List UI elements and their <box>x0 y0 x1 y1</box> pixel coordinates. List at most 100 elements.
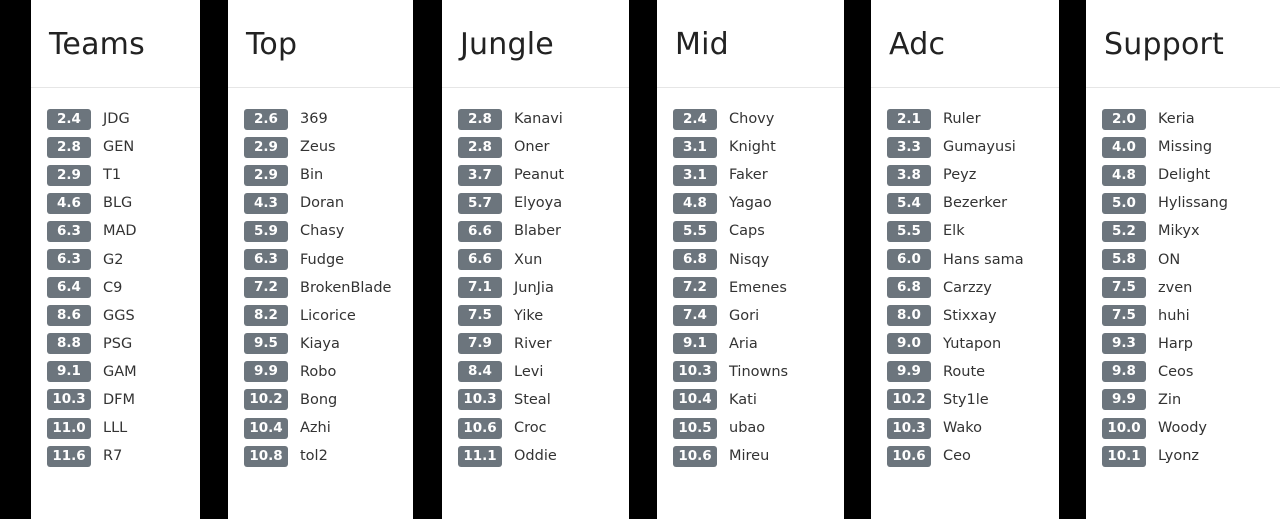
list-item: 10.6 Croc <box>458 414 564 442</box>
item-name: Azhi <box>300 420 331 437</box>
item-name: Harp <box>1158 335 1193 352</box>
list-item: 9.5 Kiaya <box>244 330 391 358</box>
list-item: 3.7 Peanut <box>458 161 564 189</box>
item-name: JDG <box>103 111 130 128</box>
item-name: Doran <box>300 195 345 212</box>
item-name: Mikyx <box>1158 223 1200 240</box>
list-item: 5.8 ON <box>1102 245 1228 273</box>
list-item: 2.0 Keria <box>1102 105 1228 133</box>
item-name: Tinowns <box>729 363 789 380</box>
score-badge: 2.8 <box>458 136 502 158</box>
score-badge: 4.0 <box>1102 136 1146 158</box>
score-badge: 5.4 <box>887 192 931 214</box>
list-item: 6.4 C9 <box>47 274 137 302</box>
score-badge: 9.1 <box>673 333 717 355</box>
score-badge: 5.0 <box>1102 192 1146 214</box>
item-name: Yutapon <box>943 335 1002 352</box>
item-name: Wako <box>943 420 983 437</box>
item-name: BrokenBlade <box>300 279 392 296</box>
item-name: Oddie <box>514 448 557 465</box>
item-name: Elk <box>943 223 965 240</box>
score-badge: 2.9 <box>47 164 91 186</box>
score-badge: 7.2 <box>244 277 288 299</box>
list-item: 6.3 G2 <box>47 245 137 273</box>
score-badge: 10.5 <box>673 417 717 439</box>
item-name: Kiaya <box>300 335 340 352</box>
item-name: zven <box>1158 279 1193 296</box>
score-badge: 11.0 <box>47 417 91 439</box>
item-name: JunJia <box>514 279 554 296</box>
item-name: tol2 <box>300 448 328 465</box>
score-badge: 9.0 <box>887 333 931 355</box>
score-badge: 10.2 <box>244 389 288 411</box>
list-item: 10.6 Mireu <box>673 442 788 470</box>
score-badge: 6.8 <box>887 277 931 299</box>
list-item: 5.2 Mikyx <box>1102 217 1228 245</box>
list-item: 6.3 MAD <box>47 217 137 245</box>
item-name: Ruler <box>943 111 981 128</box>
score-badge: 10.3 <box>673 361 717 383</box>
list-item: 2.1 Ruler <box>887 105 1024 133</box>
list-item: 7.5 Yike <box>458 302 564 330</box>
list-item: 10.6 Ceo <box>887 442 1024 470</box>
list-item: 7.5 zven <box>1102 274 1228 302</box>
item-name: Oner <box>514 139 550 156</box>
score-badge: 7.2 <box>673 277 717 299</box>
column-adc: Adc 2.1 Ruler 3.3 Gumayusi 3.8 Peyz 5.4 Bezerke… <box>871 0 1059 519</box>
score-badge: 10.3 <box>458 389 502 411</box>
list-item: 2.9 T1 <box>47 161 137 189</box>
score-badge: 10.4 <box>244 417 288 439</box>
list-item: 4.3 Doran <box>244 189 391 217</box>
item-name: 369 <box>300 111 328 128</box>
score-badge: 10.6 <box>887 445 931 467</box>
list-item: 3.8 Peyz <box>887 161 1024 189</box>
score-badge: 10.0 <box>1102 417 1146 439</box>
score-badge: 2.6 <box>244 108 288 130</box>
divider <box>31 87 200 88</box>
score-badge: 9.8 <box>1102 361 1146 383</box>
ranking-list: 2.0 Keria 4.0 Missing 4.8 Delight 5.0 Hylissang… <box>1102 105 1228 470</box>
item-name: Keria <box>1158 111 1195 128</box>
item-name: huhi <box>1158 307 1190 324</box>
score-badge: 8.2 <box>244 305 288 327</box>
item-name: Faker <box>729 167 768 184</box>
item-name: Zeus <box>300 139 336 156</box>
divider <box>871 87 1059 88</box>
list-item: 10.3 Wako <box>887 414 1024 442</box>
item-name: Nisqy <box>729 251 770 268</box>
item-name: Elyoya <box>514 195 563 212</box>
column-title: Mid <box>675 27 729 62</box>
score-badge: 4.3 <box>244 192 288 214</box>
list-item: 10.2 Bong <box>244 386 391 414</box>
column-top: Top 2.6 369 2.9 Zeus 2.9 Bin 4.3 Doran 5.9 Chasy 6… <box>228 0 413 519</box>
divider <box>657 87 844 88</box>
score-badge: 7.4 <box>673 305 717 327</box>
list-item: 4.8 Yagao <box>673 189 788 217</box>
list-item: 2.8 Oner <box>458 133 564 161</box>
list-item: 5.5 Caps <box>673 217 788 245</box>
item-name: GAM <box>103 363 137 380</box>
list-item: 8.0 Stixxay <box>887 302 1024 330</box>
score-badge: 9.9 <box>1102 389 1146 411</box>
score-badge: 5.5 <box>673 220 717 242</box>
list-item: 10.5 ubao <box>673 414 788 442</box>
item-name: GEN <box>103 139 135 156</box>
item-name: Croc <box>514 420 547 437</box>
list-item: 10.3 Steal <box>458 386 564 414</box>
column-title: Top <box>246 27 298 62</box>
ranking-list: 2.4 Chovy 3.1 Knight 3.1 Faker 4.8 Yagao 5.5 Caps… <box>673 105 788 470</box>
score-badge: 3.8 <box>887 164 931 186</box>
list-item: 7.9 River <box>458 330 564 358</box>
item-name: MAD <box>103 223 137 240</box>
list-item: 10.4 Azhi <box>244 414 391 442</box>
list-item: 5.7 Elyoya <box>458 189 564 217</box>
item-name: Kanavi <box>514 111 563 128</box>
score-badge: 5.5 <box>887 220 931 242</box>
list-item: 8.2 Licorice <box>244 302 391 330</box>
item-name: ON <box>1158 251 1181 268</box>
item-name: Kati <box>729 391 757 408</box>
item-name: Missing <box>1158 139 1213 156</box>
item-name: Bong <box>300 391 338 408</box>
ranking-list: 2.8 Kanavi 2.8 Oner 3.7 Peanut 5.7 Elyoya 6.6 Bla… <box>458 105 564 470</box>
list-item: 9.1 Aria <box>673 330 788 358</box>
